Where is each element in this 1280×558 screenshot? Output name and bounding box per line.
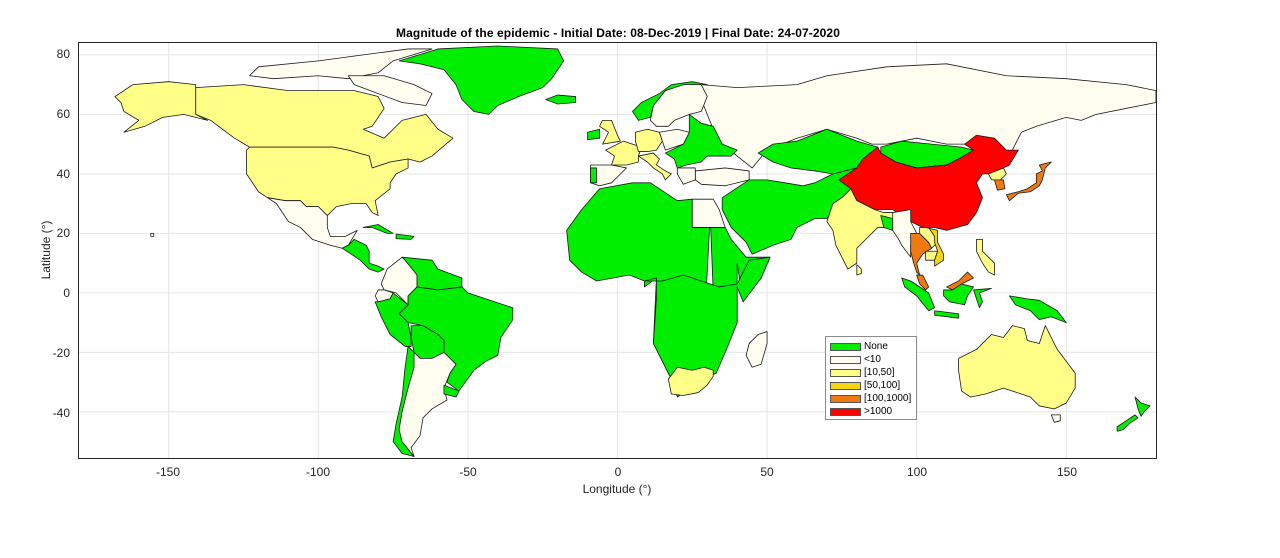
region-france [606,141,642,165]
region-sulawesi [974,288,992,307]
legend-item-50-100: [50,100] [830,379,912,392]
region-uruguay [444,385,459,397]
region-alaska [115,82,208,133]
region-ireland [588,129,600,139]
region-madagascar [746,332,767,368]
region-eastern-europe [665,114,737,168]
region-poland-baltics [659,129,689,150]
y-tick-label: 80 [56,47,70,61]
legend: None <10 [10,50] [50,100] [100,1000] >10… [825,336,917,420]
region-tasmania [1051,415,1060,422]
region-borneo-indonesia [944,284,974,305]
region-vietnam [926,227,944,266]
region-south-africa [668,367,713,395]
legend-swatch [830,381,861,390]
legend-swatch [830,368,861,377]
region-sumatra [902,278,935,311]
region-philippines [977,239,995,275]
legend-swatch [830,394,861,403]
region-italy [638,153,671,180]
legend-item-lt10: <10 [830,353,912,366]
region-central-america [342,239,384,272]
region-greenland [399,46,564,114]
region-mexico [267,198,357,249]
legend-swatch [830,407,861,416]
legend-label: >1000 [864,406,893,417]
map-axes [78,42,1157,459]
chart-title: Magnitude of the epidemic - Initial Date… [396,26,840,40]
region-norway [632,82,707,121]
region-japan [1006,162,1051,201]
x-tick-label: 100 [906,465,928,479]
y-tick-label: 20 [56,226,70,240]
y-tick-label: -20 [52,346,70,360]
y-tick-label: 40 [56,167,70,181]
y-axis-label: Latitude (°) [39,220,53,280]
world-map [79,43,1156,458]
legend-swatch [830,355,861,364]
region-cuba [363,224,393,233]
region-java [935,311,959,318]
region-portugal [591,168,597,183]
region-greece-balkans [677,168,695,184]
y-tick-label: 60 [56,107,70,121]
region-bangladesh [881,216,893,231]
region-spain [591,165,627,186]
countries [115,46,1156,457]
region-hawaii [151,233,154,236]
legend-label: None [864,341,888,352]
legend-label: [50,100] [864,380,901,391]
region-new-guinea [1009,296,1066,323]
x-axis-label: Longitude (°) [582,482,652,496]
legend-label: <10 [864,354,881,365]
region-australia [959,326,1076,409]
region-new-zealand-south [1117,415,1138,431]
region-baffin [348,76,432,106]
x-tick-label: 150 [1056,465,1078,479]
x-tick-label: 50 [760,465,774,479]
legend-item-10-50: [10,50] [830,366,912,379]
region-hispaniola [396,234,414,239]
legend-swatch [830,342,861,351]
region-uk [600,120,621,144]
y-tick-label: 0 [63,286,70,300]
x-tick-label: 0 [614,465,622,479]
region-peru [375,293,411,347]
region-turkey [695,168,749,186]
region-argentina [399,352,456,456]
x-tick-label: -100 [305,465,331,479]
legend-item-gt1000: >1000 [830,405,912,418]
legend-label: [100,1000] [864,393,912,404]
region-arctic-islands [250,49,432,79]
region-scandinavia [650,85,707,127]
region-sri-lanka [857,265,861,275]
x-tick-label: -150 [155,465,181,479]
x-tick-label: -50 [459,465,477,479]
region-africa-south [644,257,770,382]
legend-item-none: None [830,340,912,353]
y-tick-label: -40 [52,406,70,420]
region-south-korea [994,180,1004,190]
legend-item-100-1000: [100,1000] [830,392,912,405]
region-germany [635,129,662,151]
region-egypt [692,199,725,227]
region-north-korea [988,168,1006,180]
region-malaysia-peninsula [917,275,929,290]
region-iceland [546,95,576,104]
legend-label: [10,50] [864,367,895,378]
region-new-zealand-north [1135,397,1150,416]
